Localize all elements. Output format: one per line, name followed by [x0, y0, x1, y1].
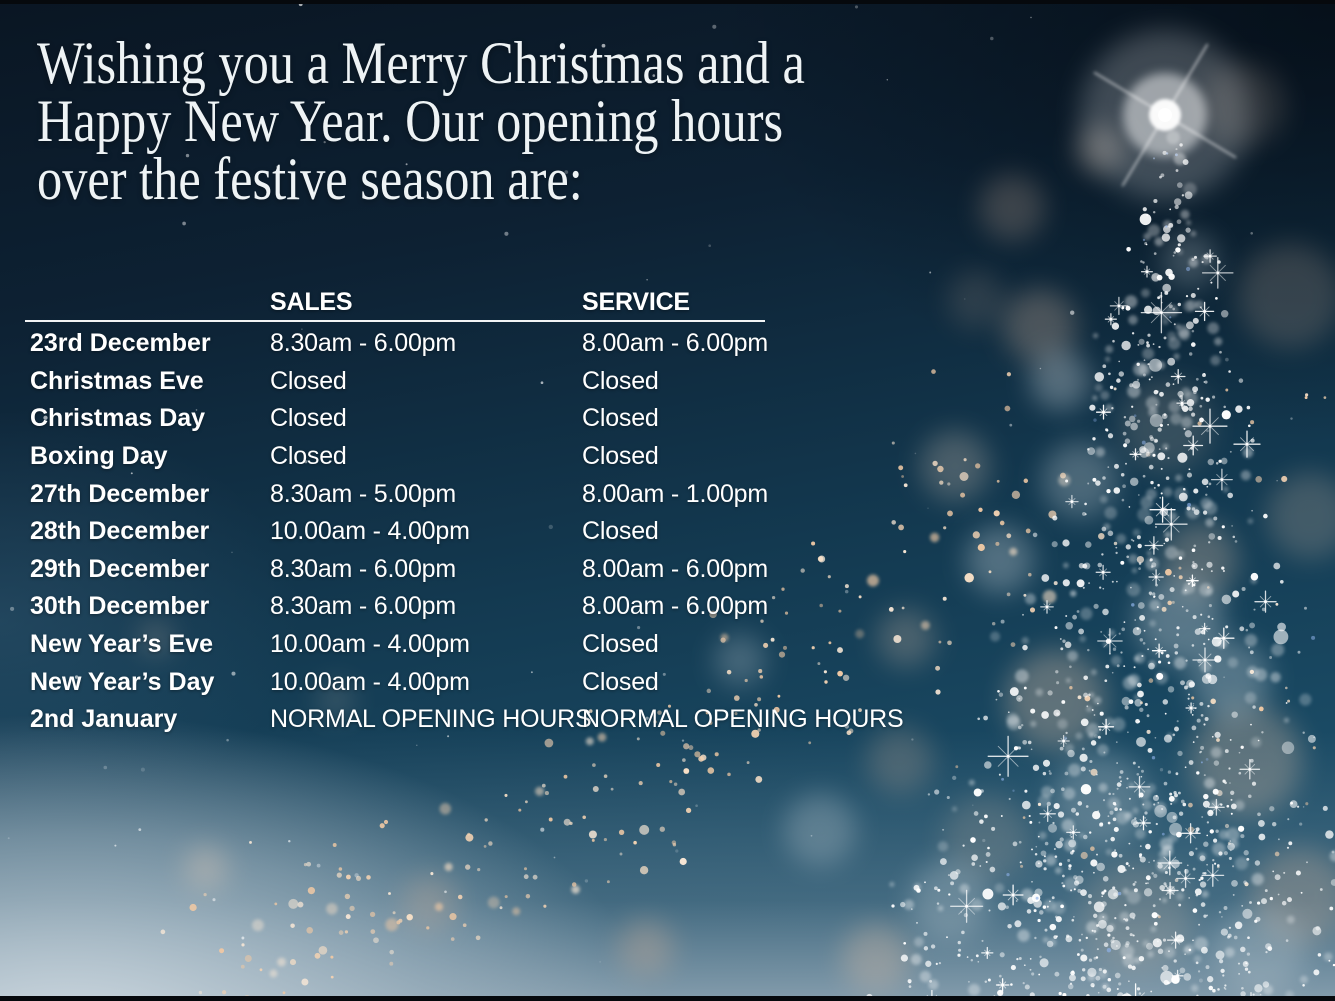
sales-hours: 10.00am - 4.00pm [270, 630, 470, 659]
opening-hours-table: SALES SERVICE 23rd December 8.30am - 6.00… [25, 284, 925, 739]
service-hours: 8.00am - 6.00pm [582, 554, 768, 583]
row-label: 29th December [30, 554, 210, 583]
sales-hours: NORMAL OPENING HOURS [270, 705, 592, 734]
table-row: 29th December 8.30am - 6.00pm 8.00am - 6.0… [25, 551, 925, 589]
table-header-row: SALES SERVICE [25, 284, 925, 320]
table-row: New Year’s Day 10.00am - 4.00pm Closed [25, 663, 925, 701]
sales-hours: 10.00am - 4.00pm [270, 667, 470, 696]
table-row: New Year’s Eve 10.00am - 4.00pm Closed [25, 626, 925, 664]
service-hours: Closed [582, 630, 659, 659]
service-hours: 8.00am - 6.00pm [582, 329, 768, 358]
sales-hours: Closed [270, 404, 347, 433]
sales-hours: 10.00am - 4.00pm [270, 517, 470, 546]
service-column-header: SERVICE [582, 287, 690, 316]
row-label: 23rd December [30, 329, 211, 358]
row-label: New Year’s Eve [30, 630, 214, 659]
table-row: 23rd December 8.30am - 6.00pm 8.00am - 6.0… [25, 325, 925, 363]
row-label: 28th December [30, 517, 210, 546]
service-hours: Closed [582, 366, 659, 395]
service-hours: 8.00am - 1.00pm [582, 479, 768, 508]
row-label: 27th December [30, 479, 210, 508]
service-hours: 8.00am - 6.00pm [582, 592, 768, 621]
sales-hours: 8.30am - 6.00pm [270, 329, 456, 358]
heading-line-2: Happy New Year. Our opening hours [37, 88, 784, 154]
sales-hours: Closed [270, 366, 347, 395]
row-label: New Year’s Day [30, 667, 215, 696]
sales-hours: 8.30am - 5.00pm [270, 479, 456, 508]
table-row: Christmas Day Closed Closed [25, 400, 925, 438]
header-divider-line [25, 320, 765, 322]
service-hours: Closed [582, 517, 659, 546]
row-label: 2nd January [30, 705, 178, 734]
service-hours: Closed [582, 667, 659, 696]
table-row: Boxing Day Closed Closed [25, 438, 925, 476]
table-row: 30th December 8.30am - 6.00pm 8.00am - 6.0… [25, 588, 925, 626]
row-label: Christmas Day [30, 404, 206, 433]
hours-table-body: 23rd December 8.30am - 6.00pm 8.00am - 6.0… [25, 325, 925, 739]
sales-hours: Closed [270, 442, 347, 471]
row-label: Christmas Eve [30, 366, 204, 395]
table-row: 2nd January NORMAL OPENING HOURS NORMAL OP… [25, 701, 925, 739]
heading-line-3: over the festive season are: [37, 146, 583, 212]
sales-hours: 8.30am - 6.00pm [270, 592, 456, 621]
table-row: 28th December 10.00am - 4.00pm Closed [25, 513, 925, 551]
sales-column-header: SALES [270, 287, 353, 316]
row-label: 30th December [30, 592, 210, 621]
sales-hours: 8.30am - 6.00pm [270, 554, 456, 583]
table-row: 27th December 8.30am - 5.00pm 8.00am - 1.0… [25, 475, 925, 513]
heading-line-1: Wishing you a Merry Christmas and a [37, 30, 805, 96]
service-hours: NORMAL OPENING HOURS [582, 705, 904, 734]
table-row: Christmas Eve Closed Closed [25, 363, 925, 401]
greeting-heading: Wishing you a Merry Christmas and a Happ… [37, 30, 805, 212]
row-label: Boxing Day [30, 442, 168, 471]
service-hours: Closed [582, 404, 659, 433]
service-hours: Closed [582, 442, 659, 471]
